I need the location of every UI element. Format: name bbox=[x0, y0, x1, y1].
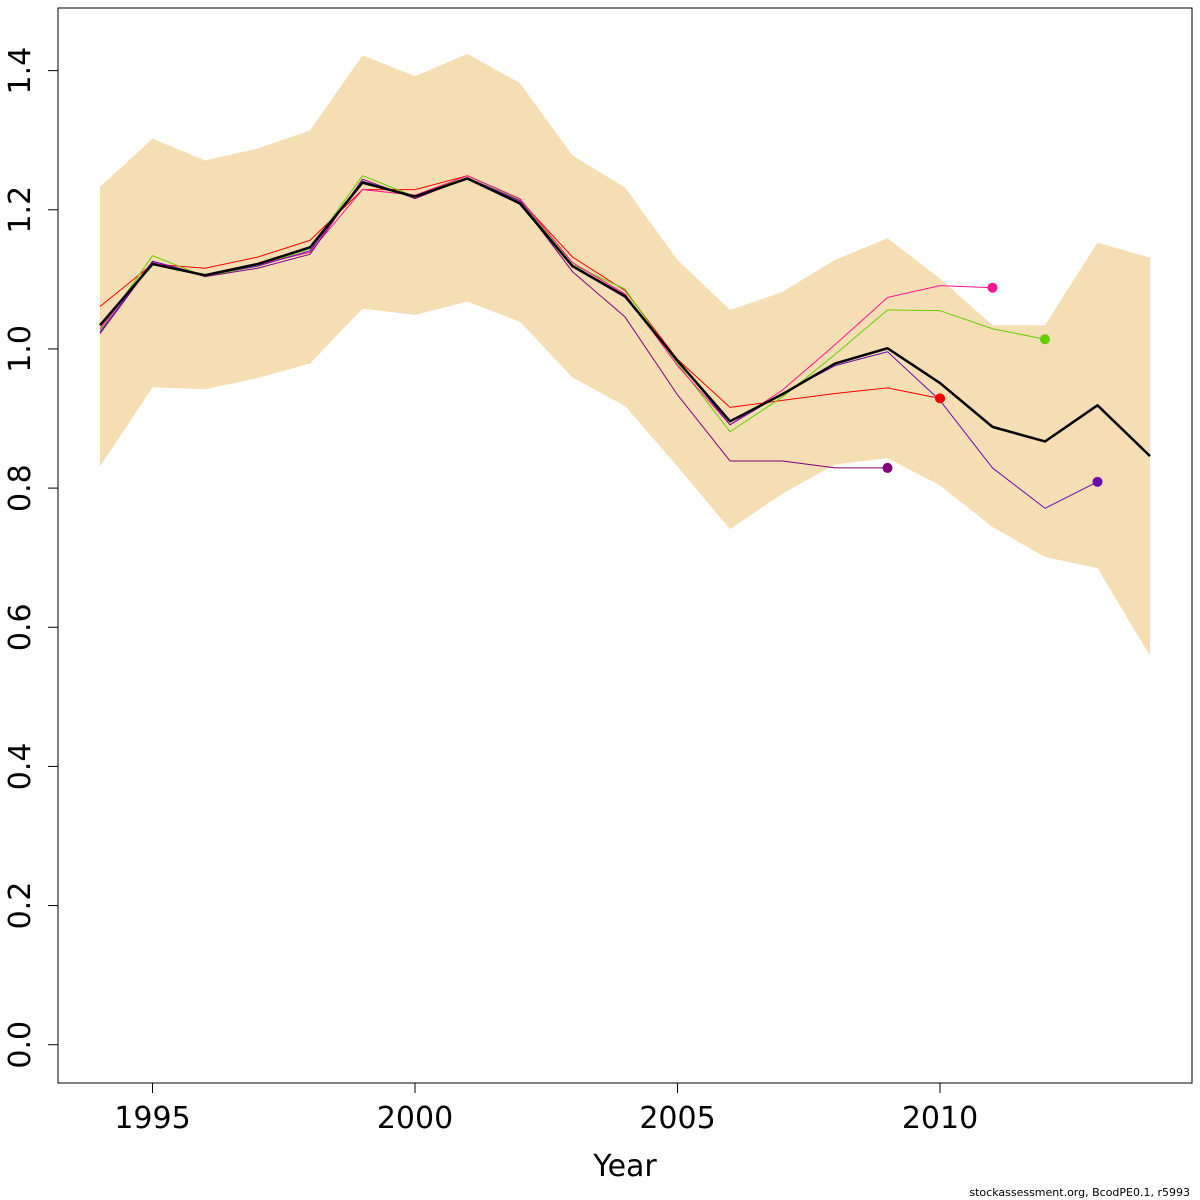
footer-credit: stockassessment.org, BcodPE0.1, r5993 bbox=[969, 1186, 1190, 1199]
y-tick-label: 1.0 bbox=[3, 325, 38, 373]
x-tick-label: 2000 bbox=[377, 1101, 453, 1136]
series-endpoint-3 bbox=[987, 282, 998, 293]
x-tick-label: 2005 bbox=[639, 1101, 715, 1136]
series-endpoint-5 bbox=[1092, 476, 1103, 487]
y-tick-label: 0.0 bbox=[3, 1021, 38, 1069]
y-tick-label: 0.2 bbox=[3, 882, 38, 930]
series-endpoint-2 bbox=[1040, 334, 1050, 345]
series-line-0 bbox=[99, 177, 1151, 457]
y-tick-label: 0.6 bbox=[3, 603, 38, 651]
x-tick-label: 2010 bbox=[902, 1101, 978, 1136]
x-tick-label: 1995 bbox=[114, 1101, 190, 1136]
band-area bbox=[100, 53, 1150, 656]
y-tick-label: 0.4 bbox=[3, 743, 38, 791]
confidence-band bbox=[100, 53, 1150, 656]
series-endpoint-4 bbox=[882, 462, 893, 473]
series-lines bbox=[99, 175, 1151, 509]
plot-frame bbox=[57, 7, 1193, 1084]
y-tick-label: 0.8 bbox=[3, 464, 38, 512]
x-axis-title: Year bbox=[592, 1149, 657, 1184]
y-tick-label: 1.4 bbox=[3, 47, 38, 95]
series-endpoint-1 bbox=[935, 393, 945, 404]
y-axis: 0.0 0.2 0.4 0.6 0.8 1.0 1.2 1.4 bbox=[3, 47, 58, 1069]
x-axis: 1995 2000 2005 2010 bbox=[114, 1083, 978, 1136]
y-tick-label: 1.2 bbox=[3, 186, 38, 234]
series-endpoints bbox=[882, 282, 1103, 487]
